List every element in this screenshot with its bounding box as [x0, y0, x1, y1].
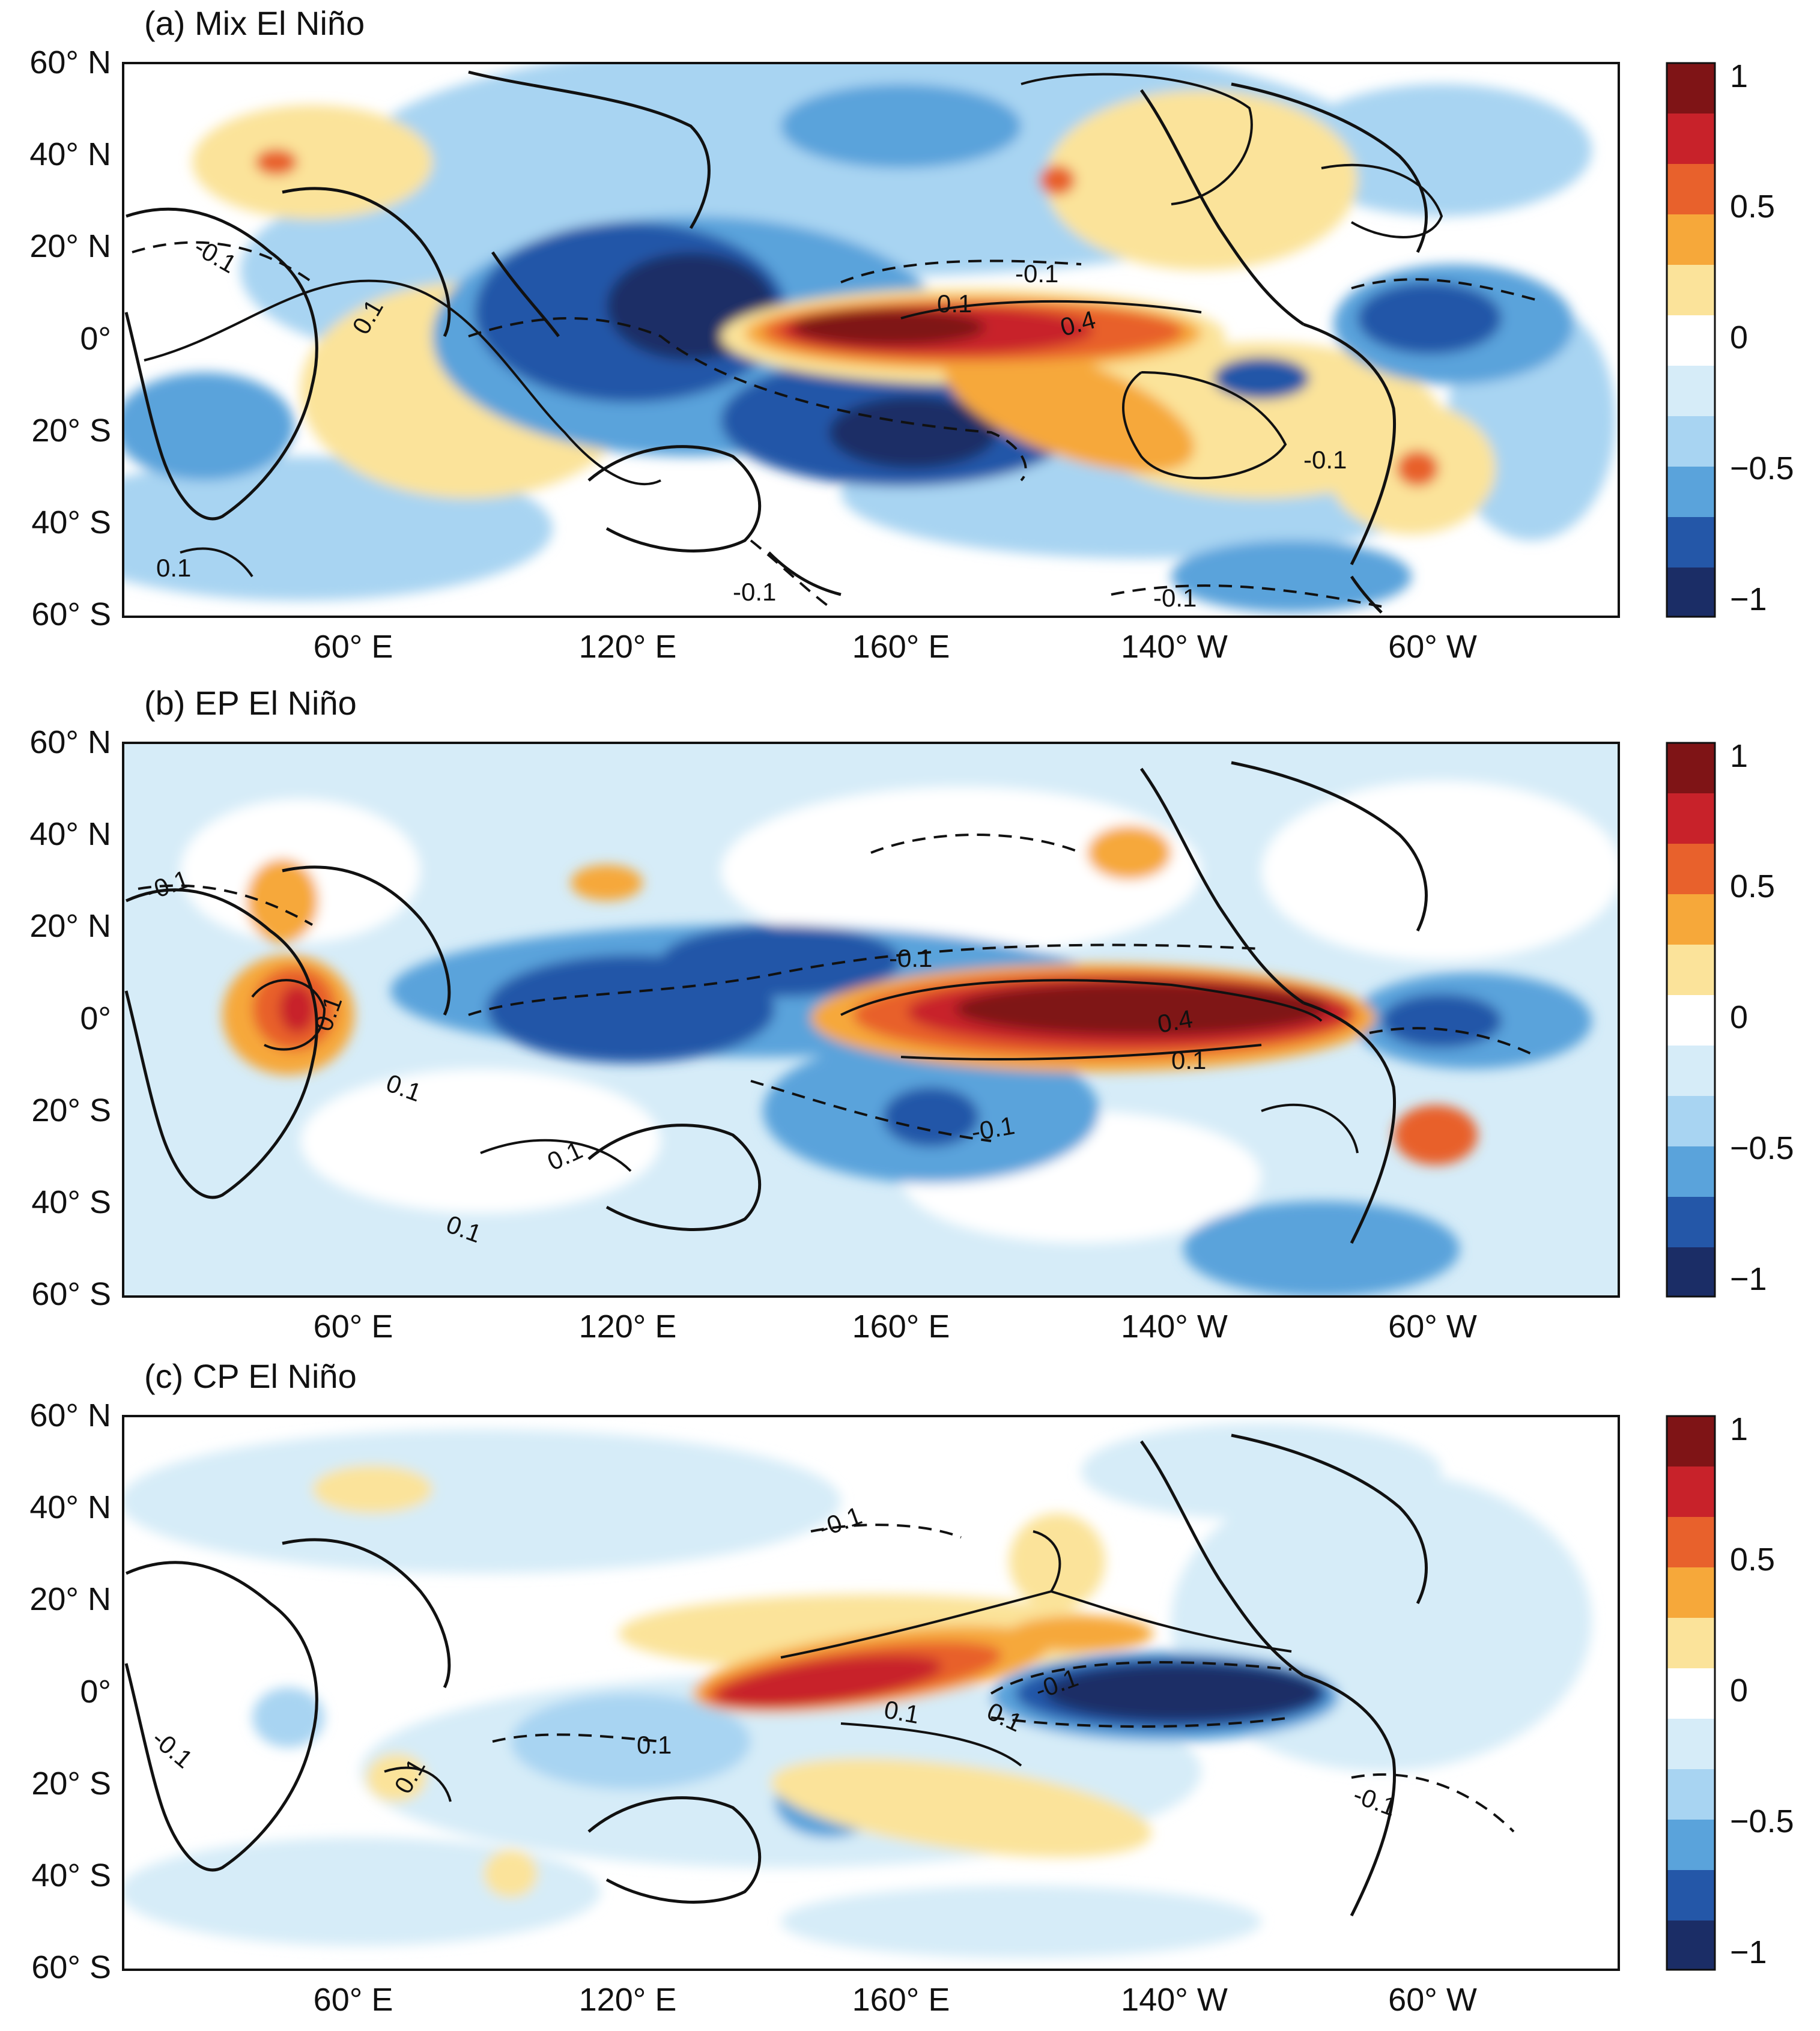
svg-text:−1: −1 — [1730, 1261, 1767, 1297]
svg-text:0°: 0° — [80, 1674, 111, 1710]
svg-text:0°: 0° — [80, 321, 111, 357]
colorbar: 1 0.5 0 −0.5 −1 — [1666, 58, 1794, 618]
svg-text:−1: −1 — [1730, 581, 1767, 617]
svg-text:0.1: 0.1 — [937, 289, 972, 318]
svg-text:60° S: 60° S — [31, 1276, 111, 1312]
svg-text:0.5: 0.5 — [1730, 868, 1775, 904]
svg-text:60° E: 60° E — [314, 1309, 393, 1345]
svg-text:0°: 0° — [80, 1000, 111, 1037]
svg-text:120° E: 120° E — [579, 1309, 677, 1345]
svg-text:0.1: 0.1 — [156, 554, 191, 582]
svg-text:0.5: 0.5 — [1730, 1542, 1775, 1578]
svg-text:0: 0 — [1730, 1672, 1748, 1709]
svg-text:160° E: 160° E — [852, 1309, 950, 1345]
svg-text:140° W: 140° W — [1121, 1982, 1228, 2018]
panel-ep-el-nino: (b) EP El Niño — [29, 684, 1794, 1345]
svg-text:0.5: 0.5 — [1730, 189, 1775, 225]
colorbar: 1 0.5 0 −0.5 −1 — [1666, 1411, 1794, 1971]
contours — [251, 979, 1359, 1172]
panel-mix-el-nino: (a) Mix El Niño — [29, 4, 1794, 665]
svg-text:0.4: 0.4 — [1155, 1004, 1195, 1038]
svg-text:60° W: 60° W — [1388, 1982, 1477, 2018]
svg-text:0.1: 0.1 — [882, 1695, 921, 1729]
map-frame — [122, 1415, 1620, 1971]
svg-text:0: 0 — [1730, 319, 1748, 356]
svg-text:140° W: 140° W — [1121, 1309, 1228, 1345]
svg-text:-0.1: -0.1 — [733, 578, 776, 606]
svg-text:140° W: 140° W — [1121, 629, 1228, 665]
colorbar-labels: 1 0.5 0 −0.5 −1 — [1730, 58, 1794, 617]
svg-text:60° W: 60° W — [1388, 1309, 1477, 1345]
svg-text:20° S: 20° S — [31, 413, 111, 449]
x-axis-ticks: 60° E 120° E 160° E 140° W 60° W — [314, 629, 1477, 665]
svg-text:1: 1 — [1730, 58, 1748, 94]
svg-text:0: 0 — [1730, 999, 1748, 1035]
svg-text:40° N: 40° N — [29, 136, 111, 172]
map-frame — [122, 62, 1620, 618]
svg-text:40° S: 40° S — [31, 1184, 111, 1220]
svg-text:-0.1: -0.1 — [1303, 446, 1347, 474]
svg-text:0.1: 0.1 — [637, 1731, 672, 1759]
svg-text:−0.5: −0.5 — [1730, 1803, 1794, 1839]
panel-title: (c) CP El Niño — [144, 1357, 357, 1395]
svg-text:20° N: 20° N — [29, 228, 111, 264]
svg-text:-0.1: -0.1 — [1153, 584, 1197, 612]
contours-dashed — [492, 1524, 1515, 1833]
svg-text:-0.1: -0.1 — [889, 944, 932, 972]
contours — [384, 1530, 1292, 1802]
svg-text:60° E: 60° E — [314, 1982, 393, 2018]
contours-dashed — [132, 241, 1538, 608]
coastlines — [124, 761, 1428, 1244]
svg-text:60° N: 60° N — [29, 44, 111, 80]
svg-text:20° N: 20° N — [29, 1581, 111, 1617]
contours-dashed — [138, 834, 1538, 1142]
map-frame — [122, 742, 1620, 1298]
map-field: 0.1 0.1 0.1 -0.1 -0.1 0.1 -0.1 -0.1 — [123, 1416, 1619, 1970]
map-field: 0.1 0.1 0.1 0.4 0.1 -0.1 -0.1 -0.1 0.1 — [123, 743, 1619, 1297]
svg-text:1: 1 — [1730, 1411, 1748, 1447]
contours — [144, 73, 1443, 578]
svg-text:20° S: 20° S — [31, 1766, 111, 1802]
svg-text:60° S: 60° S — [31, 596, 111, 632]
y-axis-ticks: 60° N 40° N 20° N 0° 20° S 40° S 60° S — [29, 1397, 111, 1985]
svg-text:60° S: 60° S — [31, 1949, 111, 1985]
svg-text:60° N: 60° N — [29, 724, 111, 760]
svg-text:−0.5: −0.5 — [1730, 450, 1794, 486]
panel-title: (b) EP El Niño — [144, 684, 357, 722]
colorbar-labels: 1 0.5 0 −0.5 −1 — [1730, 738, 1794, 1297]
map-field: 0.1 0.1 0.4 0.1 -0.1 -0.1 -0.1 -0.1 -0.1 — [123, 63, 1619, 617]
svg-text:60° W: 60° W — [1388, 629, 1477, 665]
svg-text:−1: −1 — [1730, 1934, 1767, 1970]
colorbar: 1 0.5 0 −0.5 −1 — [1666, 738, 1794, 1298]
svg-text:−0.5: −0.5 — [1730, 1130, 1794, 1166]
y-axis-ticks: 60° N 40° N 20° N 0° 20° S 40° S 60° S — [29, 724, 111, 1312]
svg-text:120° E: 120° E — [579, 1982, 677, 2018]
svg-text:40° N: 40° N — [29, 816, 111, 852]
colorbar-labels: 1 0.5 0 −0.5 −1 — [1730, 1411, 1794, 1970]
x-axis-ticks: 60° E 120° E 160° E 140° W 60° W — [314, 1982, 1477, 2018]
x-axis-ticks: 60° E 120° E 160° E 140° W 60° W — [314, 1309, 1477, 1345]
svg-text:0.1: 0.1 — [1171, 1046, 1206, 1074]
contour-labels: 0.1 0.1 0.4 0.1 -0.1 -0.1 -0.1 -0.1 -0.1 — [156, 232, 1347, 612]
svg-text:40° S: 40° S — [31, 504, 111, 540]
svg-text:60° N: 60° N — [29, 1397, 111, 1433]
svg-text:20° S: 20° S — [31, 1092, 111, 1128]
svg-text:120° E: 120° E — [579, 629, 677, 665]
panel-cp-el-nino: (c) CP El Niño — [29, 1357, 1794, 2018]
svg-text:-0.1: -0.1 — [1015, 259, 1058, 288]
svg-text:1: 1 — [1730, 738, 1748, 774]
panel-title: (a) Mix El Niño — [144, 4, 365, 42]
svg-text:160° E: 160° E — [852, 629, 950, 665]
svg-text:160° E: 160° E — [852, 1982, 950, 2018]
svg-text:60° E: 60° E — [314, 629, 393, 665]
y-axis-ticks: 60° N 40° N 20° N 0° 20° S 40° S 60° S — [29, 44, 111, 632]
svg-text:40° N: 40° N — [29, 1489, 111, 1525]
svg-text:20° N: 20° N — [29, 908, 111, 944]
svg-text:40° S: 40° S — [31, 1857, 111, 1893]
